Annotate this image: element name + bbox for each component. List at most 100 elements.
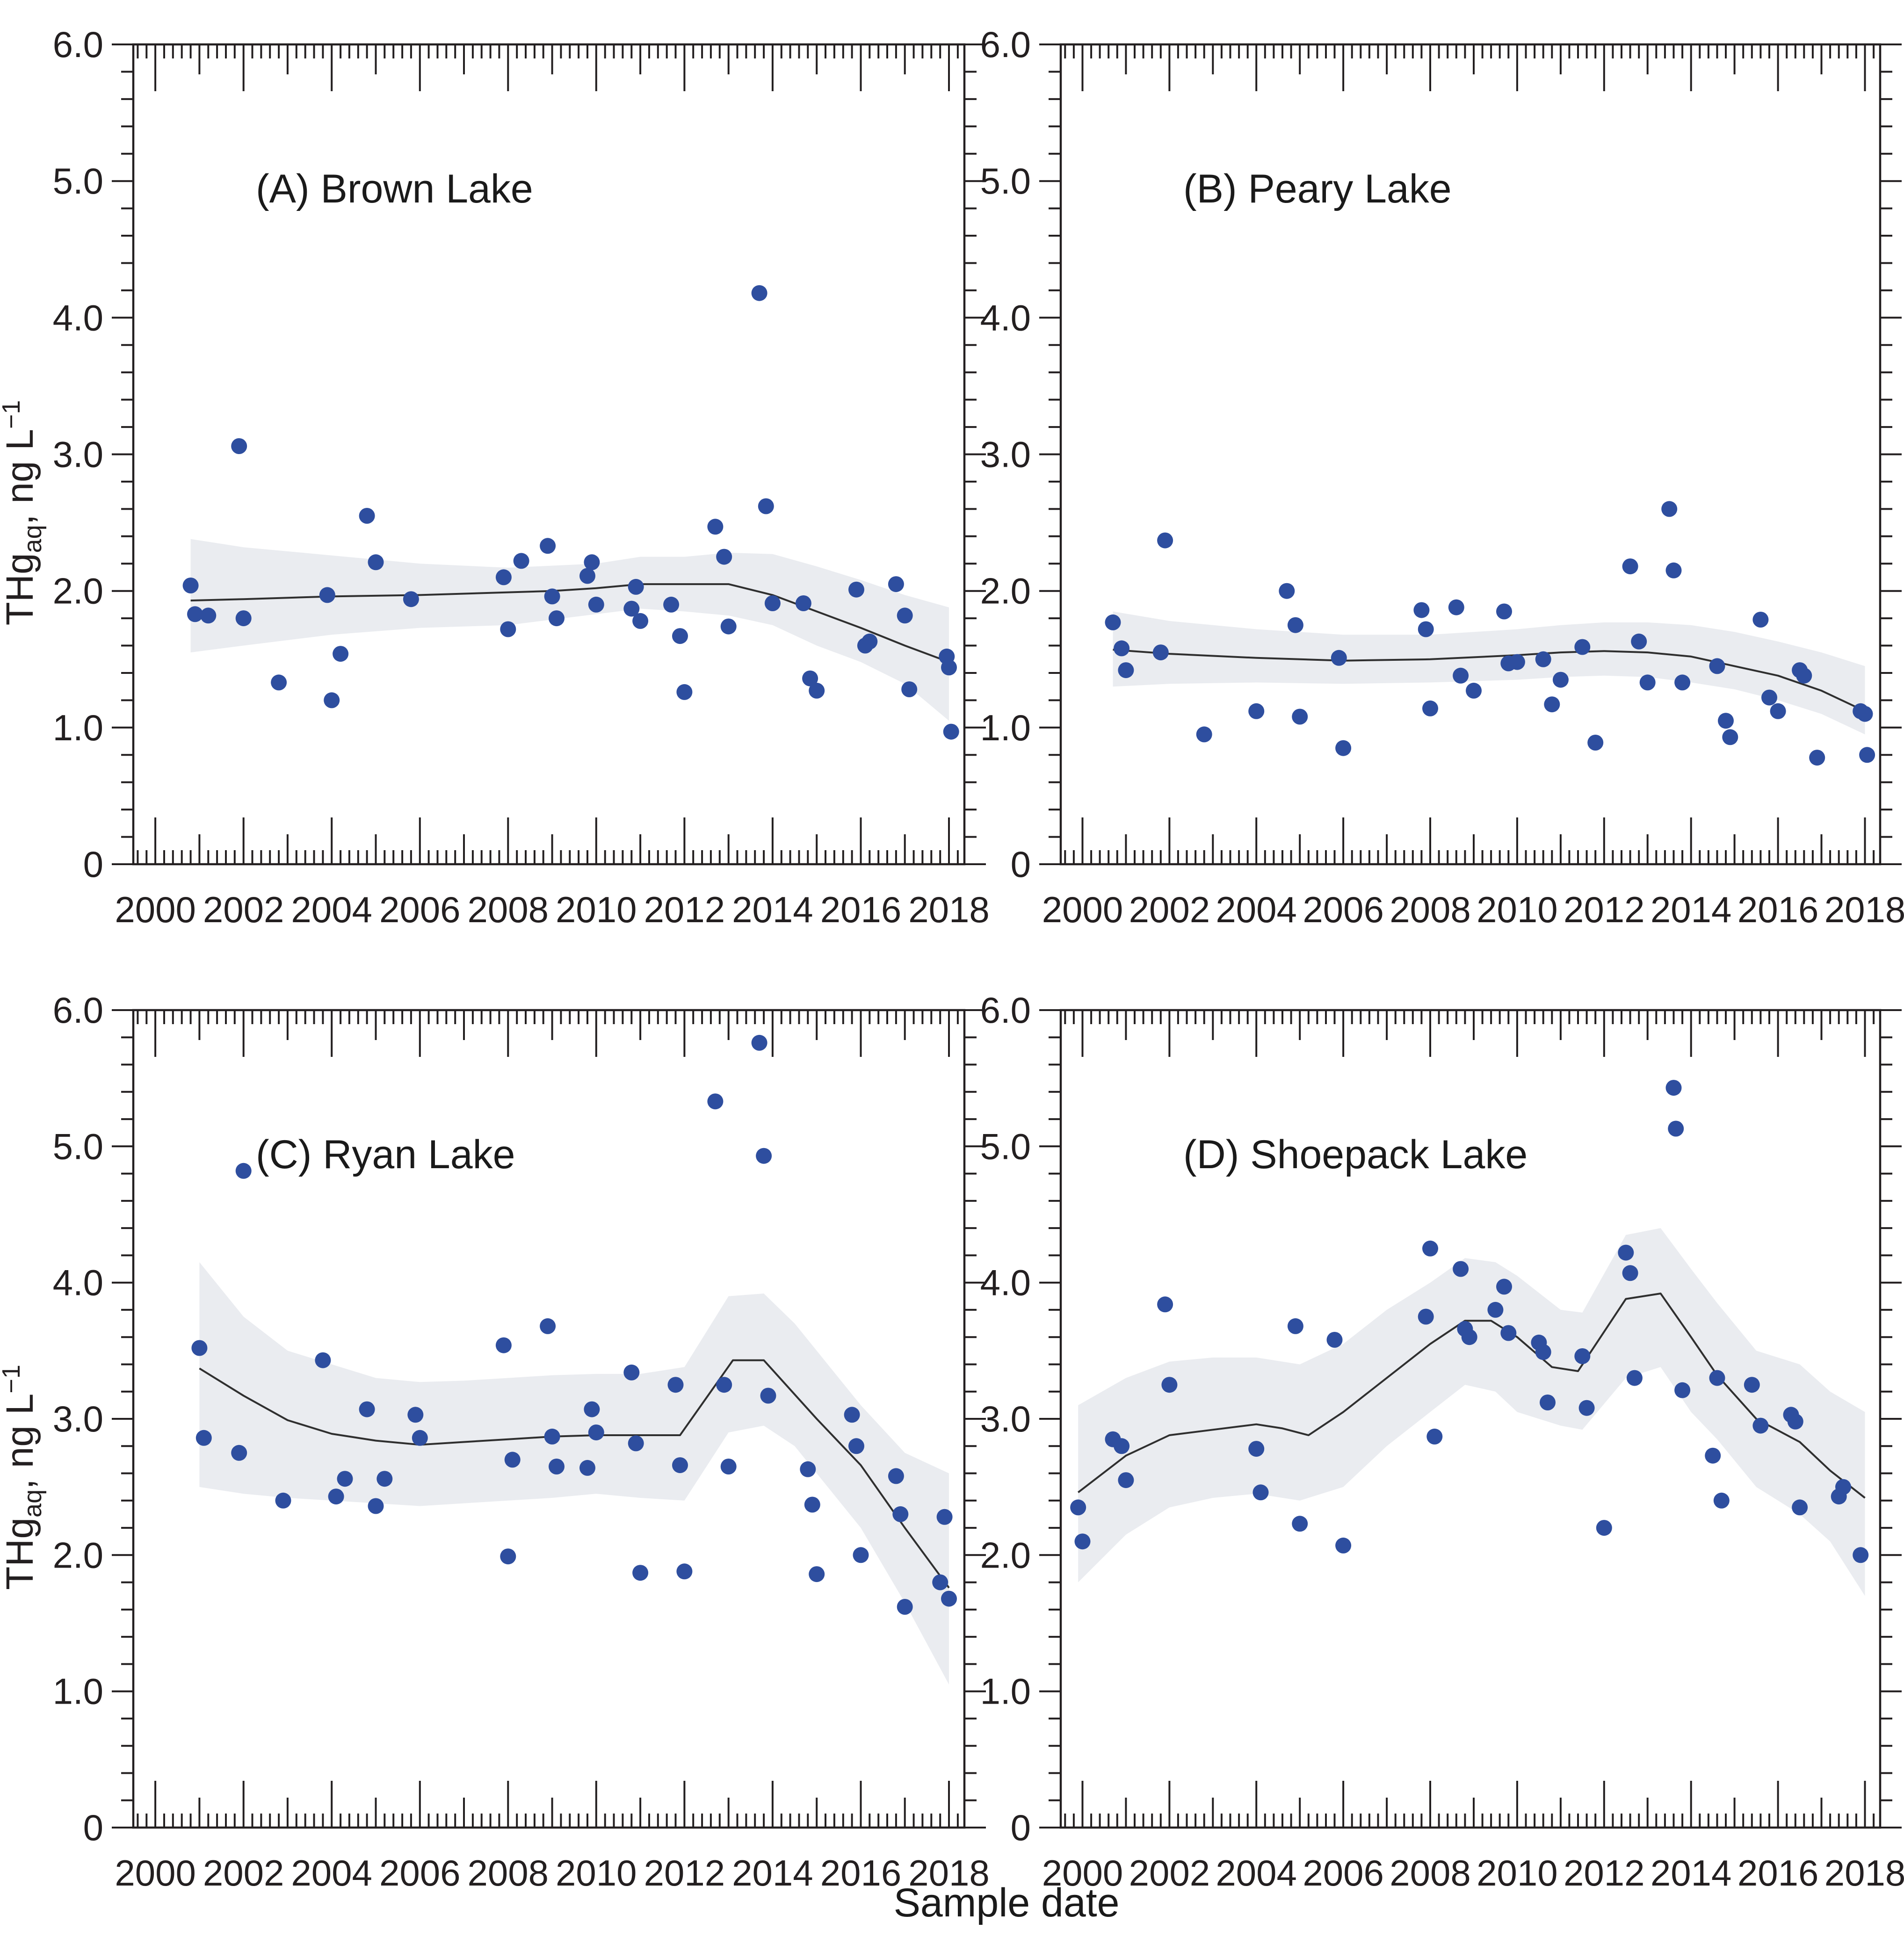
x-tick-label: 2000: [115, 889, 196, 930]
x-tick-label: 2018: [1824, 1852, 1904, 1893]
data-point: [897, 1599, 913, 1615]
data-point: [315, 1352, 331, 1368]
data-point: [1718, 713, 1734, 729]
data-point: [549, 1459, 565, 1474]
data-point: [751, 1034, 767, 1051]
data-point: [588, 1424, 604, 1441]
y-tick-label: 1.0: [980, 707, 1031, 748]
data-point: [328, 1489, 344, 1505]
data-point: [1722, 729, 1738, 745]
data-point: [579, 1460, 595, 1476]
data-point: [936, 1509, 953, 1525]
data-point: [1744, 1377, 1760, 1393]
y-tick-label: 4.0: [53, 297, 103, 338]
data-point: [1196, 726, 1212, 743]
data-point: [235, 610, 252, 627]
data-point: [513, 553, 529, 569]
data-point: [1713, 1492, 1730, 1509]
data-point: [853, 1547, 869, 1563]
data-point: [1674, 674, 1691, 691]
trend-line: [199, 1359, 950, 1589]
data-point: [848, 581, 864, 598]
data-point: [1114, 1438, 1130, 1454]
x-tick-label: 2010: [1477, 1852, 1558, 1893]
data-point: [809, 682, 825, 699]
data-point: [862, 633, 878, 650]
y-tick-label: 6.0: [53, 24, 103, 65]
y-tick-label: 2.0: [980, 571, 1031, 612]
data-point: [540, 1318, 556, 1334]
data-point: [337, 1471, 353, 1487]
x-tick-label: 2014: [1651, 1852, 1732, 1893]
x-tick-label: 2002: [203, 889, 284, 930]
data-point: [1668, 1120, 1684, 1137]
data-point: [623, 1364, 640, 1380]
data-point: [632, 1565, 649, 1581]
data-point: [1292, 708, 1308, 725]
y-tick-label: 3.0: [53, 434, 103, 475]
data-point: [1835, 1479, 1851, 1495]
data-point: [584, 554, 600, 571]
y-tick-label: 5.0: [53, 160, 103, 202]
plot-area: [1070, 1080, 1869, 1596]
x-tick-labels: 2000 2002 2004 2006 2008 2010 2012 2014 2016 2018: [115, 1852, 989, 1893]
data-point: [720, 618, 737, 635]
scatter-points: [191, 1034, 957, 1615]
data-point: [324, 692, 340, 708]
tick-marks: [1039, 43, 1902, 865]
trend-line: [1077, 1293, 1866, 1499]
panel-title-peary-lake: (B) Peary Lake: [1183, 166, 1452, 211]
data-point: [844, 1407, 860, 1423]
data-point: [1118, 1472, 1134, 1489]
data-point: [1252, 1484, 1269, 1501]
data-point: [809, 1566, 825, 1583]
tick-marks: [112, 1009, 986, 1828]
data-point: [751, 285, 767, 301]
data-point: [1500, 1325, 1517, 1341]
data-point: [191, 1340, 208, 1356]
x-tick-label: 2016: [820, 1852, 902, 1893]
x-tick-label: 2006: [1303, 1852, 1384, 1893]
data-point: [756, 1148, 772, 1164]
x-tick-label: 2016: [1737, 889, 1819, 930]
data-point: [628, 578, 644, 595]
data-point: [1070, 1499, 1086, 1516]
data-point: [403, 591, 419, 607]
data-point: [676, 684, 693, 700]
data-point: [359, 508, 375, 524]
x-tick-label: 2004: [1216, 1852, 1297, 1893]
data-point: [795, 595, 811, 611]
x-tick-label: 2010: [556, 889, 637, 930]
data-point: [1709, 658, 1725, 674]
y-tick-label: 0: [1011, 1807, 1031, 1848]
data-point: [319, 587, 335, 603]
data-point: [1287, 617, 1303, 633]
x-tick-label: 2016: [1737, 1852, 1819, 1893]
data-point: [1574, 639, 1591, 655]
data-point: [1496, 1279, 1512, 1295]
data-point: [758, 498, 774, 514]
data-point: [231, 438, 247, 454]
y-tick-label: 3.0: [53, 1398, 103, 1439]
data-point: [764, 595, 781, 611]
data-point: [1752, 612, 1769, 628]
data-point: [1857, 706, 1873, 722]
data-point: [1157, 1296, 1173, 1313]
confidence-band: [199, 1262, 949, 1685]
data-point: [1487, 1301, 1504, 1318]
y-tick-label: 5.0: [53, 1126, 103, 1167]
data-point: [932, 1574, 948, 1590]
y-tick-label: 1.0: [53, 707, 103, 748]
data-point: [1787, 1413, 1803, 1430]
data-point: [1335, 1537, 1352, 1554]
x-tick-label: 2014: [1651, 889, 1732, 930]
y-tick-label: 1.0: [980, 1671, 1031, 1712]
x-tick-label: 2002: [203, 1852, 284, 1893]
x-tick-labels: 2000 2002 2004 2006 2008 2010 2012 2014 2016 2018: [1042, 1852, 1904, 1893]
x-tick-label: 2014: [732, 889, 813, 930]
y-tick-label: 2.0: [53, 571, 103, 612]
x-tick-label: 2008: [468, 1852, 549, 1893]
